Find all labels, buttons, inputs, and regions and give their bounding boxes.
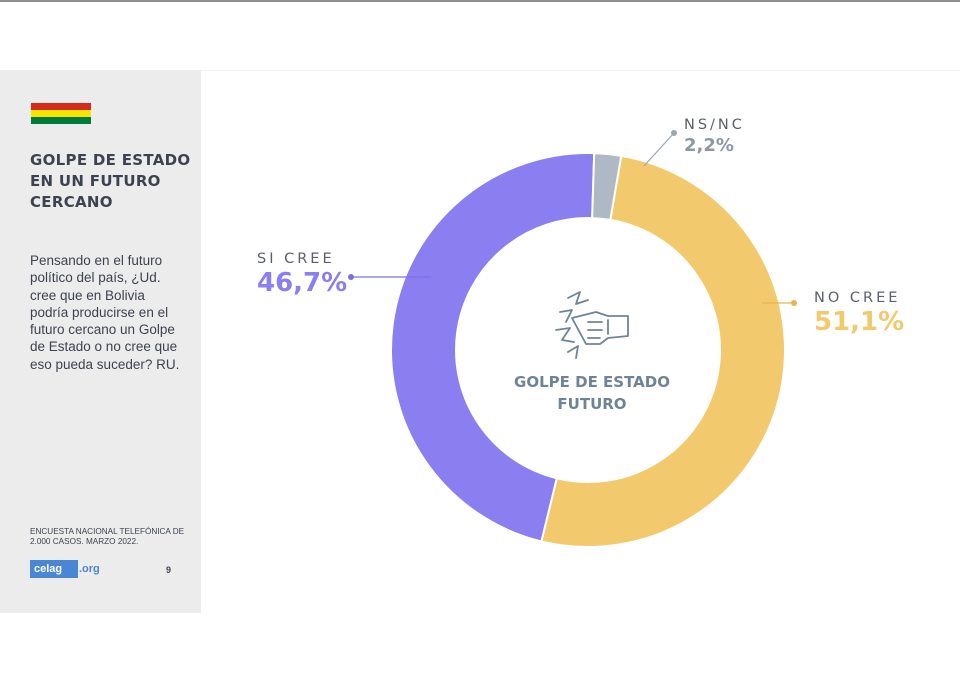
flag-stripe-red: [31, 103, 91, 110]
celag-logo[interactable]: celag .org: [30, 560, 100, 578]
value-no-cree: 51,1%: [814, 307, 904, 337]
value-si-cree: 46,7%: [257, 268, 347, 298]
center-title-line1: GOLPE DE ESTADO: [514, 373, 670, 391]
slice-ns-nc: [591, 152, 623, 222]
leader-lines: [348, 130, 797, 306]
leader-dot-ns-nc: [671, 130, 677, 136]
leader-dot-si-cree: [348, 274, 354, 280]
label-ns-nc: NS/NC: [684, 117, 745, 133]
logo-extension: .org: [79, 563, 100, 575]
page-title: GOLPE DE ESTADO EN UN FUTURO CERCANO: [30, 151, 191, 211]
top-rule: [0, 0, 960, 2]
survey-question: Pensando en el futuro político del país,…: [30, 253, 180, 372]
bolivia-flag-icon: [31, 103, 91, 124]
center-title-line2: FUTURO: [557, 395, 626, 413]
label-si-cree: SI CREE: [257, 251, 335, 267]
survey-source: ENCUESTA NACIONAL TELEFÓNICA DE 2.000 CA…: [30, 527, 185, 546]
donut-slices: [390, 152, 787, 548]
flag-stripe-yellow: [31, 110, 91, 117]
leader-dot-no-cree: [791, 300, 797, 306]
sidebar: GOLPE DE ESTADO EN UN FUTURO CERCANO Pen…: [0, 70, 201, 613]
logo-brand: celag: [30, 560, 78, 578]
header-divider: [201, 70, 960, 71]
fist-breaking-wall-icon: [555, 291, 629, 359]
slice-no-cree: [540, 154, 787, 548]
label-no-cree: NO CREE: [814, 290, 900, 306]
leader-line-ns-nc: [643, 132, 675, 167]
page-number: 9: [166, 565, 172, 575]
value-ns-nc: 2,2%: [684, 135, 734, 156]
slice-si-cree: [390, 152, 596, 543]
flag-stripe-green: [31, 117, 91, 124]
